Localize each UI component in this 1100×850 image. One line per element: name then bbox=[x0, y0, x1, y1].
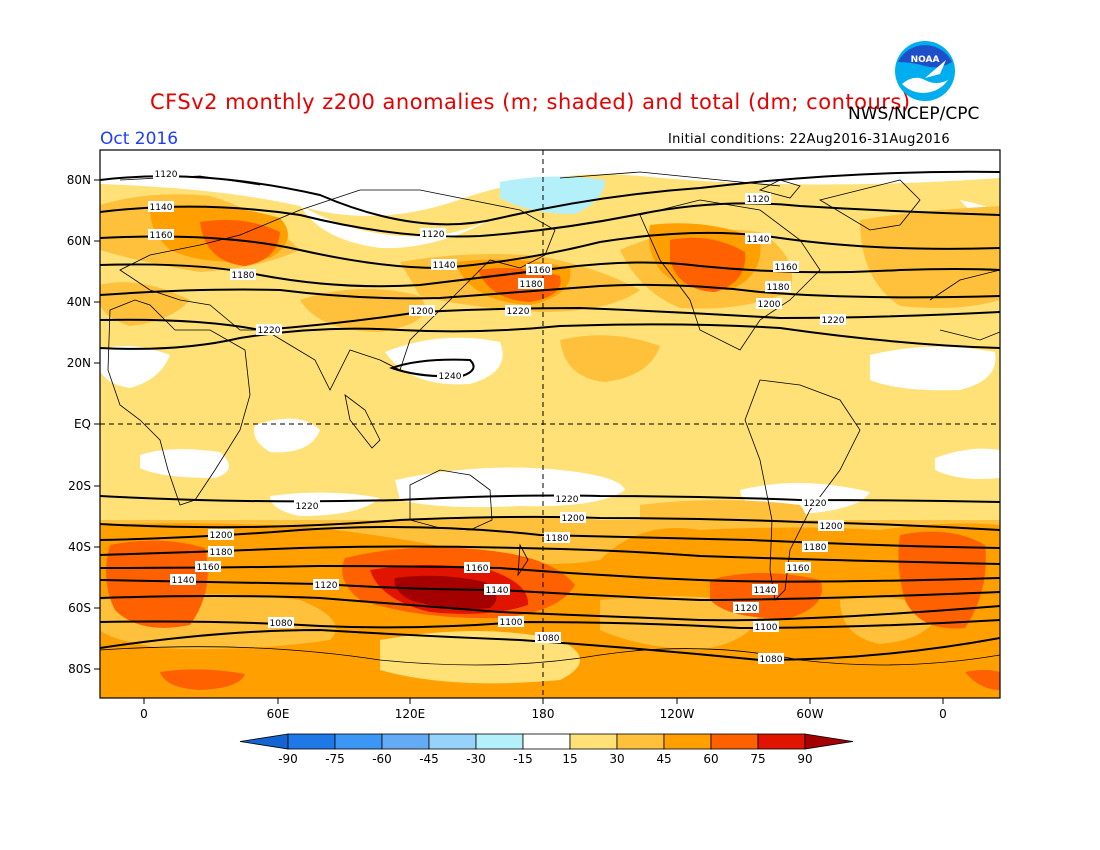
lon-label: 0 bbox=[939, 707, 947, 721]
colorbar-swatch bbox=[287, 733, 336, 750]
colorbar-label: -75 bbox=[325, 752, 345, 766]
contour-label: 1240 bbox=[439, 372, 462, 382]
lon-label: 120E bbox=[395, 707, 426, 721]
colorbar-swatch bbox=[569, 733, 618, 750]
colorbar-arrow-left bbox=[239, 733, 289, 750]
logo-text: NOAA bbox=[911, 55, 940, 65]
contour-label: 1120 bbox=[735, 604, 758, 614]
colorbar-label: -60 bbox=[372, 752, 392, 766]
chart-title: CFSv2 monthly z200 anomalies (m; shaded)… bbox=[150, 90, 911, 114]
colorbar-label: -30 bbox=[466, 752, 486, 766]
noaa-logo: NOAA bbox=[895, 41, 955, 101]
lon-label: 60W bbox=[796, 707, 823, 721]
contour-label: 1200 bbox=[210, 531, 233, 541]
colorbar-swatch bbox=[334, 733, 383, 750]
colorbar: -90 -75 -60 -45 -30 -15 15 30 45 60 75 90 bbox=[239, 733, 854, 766]
contour-label: 1100 bbox=[500, 618, 523, 628]
lat-label: 80N bbox=[67, 173, 91, 187]
colorbar-swatch bbox=[710, 733, 759, 750]
height-contours bbox=[100, 170, 1000, 662]
colorbar-label: 90 bbox=[797, 752, 812, 766]
lat-label: 80S bbox=[68, 662, 91, 676]
colorbar-swatch bbox=[616, 733, 665, 750]
contour-label: 1180 bbox=[546, 534, 569, 544]
contour-label-group: 1120 1140 1160 1180 1220 1120 1140 1160 … bbox=[148, 168, 846, 665]
contour-label: 1120 bbox=[155, 170, 178, 180]
contour-label: 1140 bbox=[747, 235, 770, 245]
contour-label: 1180 bbox=[210, 548, 233, 558]
contour-label: 1140 bbox=[172, 576, 195, 586]
colorbar-swatch bbox=[475, 733, 524, 750]
contour-label: 1080 bbox=[760, 655, 783, 665]
contour-label: 1140 bbox=[754, 586, 777, 596]
contour-label: 1180 bbox=[767, 283, 790, 293]
colorbar-label: -90 bbox=[278, 752, 298, 766]
colorbar-swatch bbox=[381, 733, 430, 750]
colorbar-swatch bbox=[663, 733, 712, 750]
lon-label: 120W bbox=[660, 707, 695, 721]
contour-label: 1220 bbox=[258, 326, 281, 336]
contour-label: 1180 bbox=[804, 543, 827, 553]
contour-label: 1160 bbox=[466, 564, 489, 574]
contour-label: 1220 bbox=[804, 499, 827, 509]
lat-label: 60N bbox=[67, 234, 91, 248]
contour-label: 1160 bbox=[528, 266, 551, 276]
contour-label: 1120 bbox=[747, 195, 770, 205]
contour-label: 1200 bbox=[820, 522, 843, 532]
colorbar-label: 30 bbox=[609, 752, 624, 766]
longitude-axis bbox=[143, 698, 944, 704]
colorbar-label: 45 bbox=[656, 752, 671, 766]
contour-label: 1160 bbox=[787, 564, 810, 574]
contour-label: 1100 bbox=[755, 623, 778, 633]
lat-label: 40S bbox=[68, 540, 91, 554]
contour-label: 1140 bbox=[433, 261, 456, 271]
contour-label: 1220 bbox=[507, 307, 530, 317]
lat-label: EQ bbox=[74, 417, 91, 431]
lat-label: 40N bbox=[67, 295, 91, 309]
contour-label: 1180 bbox=[520, 280, 543, 290]
lat-label: 20N bbox=[67, 356, 91, 370]
latitude-axis bbox=[94, 179, 100, 670]
colorbar-label: 75 bbox=[750, 752, 765, 766]
colorbar-label: -15 bbox=[513, 752, 533, 766]
contour-label: 1080 bbox=[270, 619, 293, 629]
contour-label: 1120 bbox=[315, 581, 338, 591]
contour-label: 1160 bbox=[775, 263, 798, 273]
contour-label: 1160 bbox=[197, 563, 220, 573]
contour-label: 1140 bbox=[150, 203, 173, 213]
valid-month-label: Oct 2016 bbox=[100, 129, 179, 149]
colorbar-swatch bbox=[428, 733, 477, 750]
contour-label: 1120 bbox=[422, 230, 445, 240]
contour-label: 1220 bbox=[296, 502, 319, 512]
contour-label: 1200 bbox=[562, 514, 585, 524]
colorbar-swatch bbox=[522, 733, 571, 750]
contour-label: 1160 bbox=[150, 231, 173, 241]
contour-label: 1220 bbox=[556, 495, 579, 505]
colorbar-label: -45 bbox=[419, 752, 439, 766]
agency-label: NWS/NCEP/CPC bbox=[848, 104, 980, 124]
colorbar-label: 60 bbox=[703, 752, 718, 766]
contour-label: 1180 bbox=[232, 271, 255, 281]
lat-label: 60S bbox=[68, 601, 91, 615]
contour-label: 1220 bbox=[822, 316, 845, 326]
contour-label: 1200 bbox=[758, 300, 781, 310]
contour-label: 1080 bbox=[537, 634, 560, 644]
lon-label: 180 bbox=[532, 707, 555, 721]
contour-label: 1140 bbox=[486, 586, 509, 596]
lat-label: 20S bbox=[68, 479, 91, 493]
initial-conditions-label: Initial conditions: 22Aug2016-31Aug2016 bbox=[668, 132, 950, 147]
lon-label: 60E bbox=[267, 707, 290, 721]
colorbar-label: 15 bbox=[562, 752, 577, 766]
colorbar-arrow-right bbox=[804, 733, 854, 750]
contour-label: 1200 bbox=[411, 307, 434, 317]
colorbar-swatch bbox=[757, 733, 806, 750]
lon-label: 0 bbox=[140, 707, 148, 721]
